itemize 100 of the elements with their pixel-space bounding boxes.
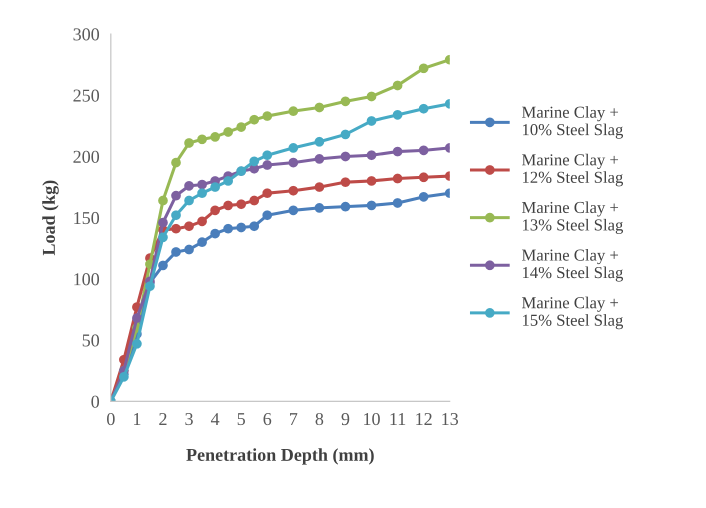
- point: [392, 174, 402, 184]
- point: [262, 111, 272, 121]
- point: [314, 136, 324, 147]
- point: [392, 80, 402, 90]
- point: [366, 116, 376, 126]
- point: [392, 198, 402, 208]
- point: [184, 138, 194, 148]
- point: [158, 196, 168, 206]
- point: [340, 202, 350, 212]
- point: [288, 186, 298, 196]
- point: [171, 158, 181, 168]
- point: [340, 152, 350, 162]
- point: [184, 180, 194, 191]
- point: [249, 221, 260, 232]
- point: [171, 224, 181, 234]
- point: [340, 96, 350, 106]
- x-tick-label: 11: [390, 413, 406, 425]
- y-axis-title: Load (kg): [42, 180, 59, 256]
- point: [184, 196, 194, 206]
- y-tick-label: 0: [91, 396, 100, 408]
- point: [158, 232, 168, 242]
- point: [223, 200, 234, 210]
- point: [223, 127, 234, 137]
- point: [119, 372, 129, 382]
- point: [392, 146, 402, 156]
- point: [158, 218, 168, 228]
- y-tick-label: 150: [74, 212, 100, 224]
- point: [262, 160, 272, 170]
- point: [223, 176, 234, 186]
- point: [184, 221, 194, 232]
- point: [171, 247, 181, 257]
- point: [171, 210, 181, 220]
- x-tick-label: 10: [364, 412, 380, 426]
- point: [210, 182, 220, 192]
- y-tick-label: 200: [73, 150, 100, 163]
- point: [210, 228, 220, 238]
- legend-label: Marine Clay + 15% Steel Slag: [522, 296, 624, 330]
- point: [366, 92, 376, 102]
- x-tick-label: 8: [316, 412, 324, 426]
- point: [366, 200, 376, 210]
- x-tick-label: 6: [264, 413, 272, 426]
- point: [236, 222, 246, 232]
- point: [262, 150, 272, 160]
- point: [288, 106, 298, 116]
- x-tick-label: 0: [107, 412, 115, 426]
- point: [418, 104, 429, 114]
- x-tick-label: 4: [210, 413, 220, 425]
- point: [197, 180, 207, 190]
- x-tick-label: 12: [416, 413, 432, 425]
- point: [197, 134, 207, 144]
- point: [314, 203, 324, 213]
- point: [418, 172, 429, 182]
- point: [197, 216, 207, 226]
- x-tick-label: 13: [442, 413, 458, 426]
- point: [210, 132, 220, 142]
- point: [366, 176, 376, 186]
- point: [132, 313, 142, 323]
- point: [340, 130, 350, 140]
- point: [314, 102, 324, 112]
- x-tick-label: 7: [290, 413, 298, 425]
- point: [171, 190, 181, 200]
- point: [197, 188, 207, 198]
- legend-label: Marine Clay + 14% Steel Slag: [522, 248, 624, 282]
- x-tick-label: 5: [238, 413, 245, 426]
- y-tick-label: 300: [74, 28, 100, 40]
- legend-label: Marine Clay + 13% Steel Slag: [522, 201, 624, 234]
- point: [236, 122, 246, 132]
- point: [262, 188, 272, 198]
- point: [288, 158, 298, 168]
- point: [197, 237, 207, 248]
- point: [418, 63, 429, 74]
- legend-label: Marine Clay + 10% Steel Slag: [522, 106, 624, 139]
- point: [366, 150, 376, 160]
- x-axis-title: Penetration Depth (mm): [186, 448, 374, 465]
- point: [210, 205, 220, 216]
- point: [236, 199, 246, 210]
- point: [418, 145, 429, 156]
- point: [314, 182, 324, 192]
- x-tick-label: 9: [342, 413, 350, 426]
- point: [184, 244, 194, 254]
- point: [158, 260, 168, 270]
- point: [288, 205, 298, 216]
- y-tick-label: 250: [73, 90, 100, 102]
- point: [262, 210, 272, 220]
- y-tick-label: 50: [82, 334, 100, 347]
- x-tick-label: 3: [185, 413, 193, 426]
- point: [132, 338, 142, 349]
- point: [314, 154, 324, 164]
- point: [418, 192, 429, 202]
- point: [249, 196, 260, 206]
- legend-label: Marine Clay + 12% Steel Slag: [522, 154, 624, 186]
- point: [249, 156, 260, 166]
- point: [340, 177, 350, 188]
- x-tick-label: 2: [159, 413, 166, 425]
- point: [288, 143, 298, 153]
- y-tick-label: 100: [74, 273, 100, 286]
- x-tick-label: 1: [134, 413, 140, 425]
- point: [249, 114, 260, 125]
- point: [145, 281, 155, 292]
- point: [223, 224, 234, 234]
